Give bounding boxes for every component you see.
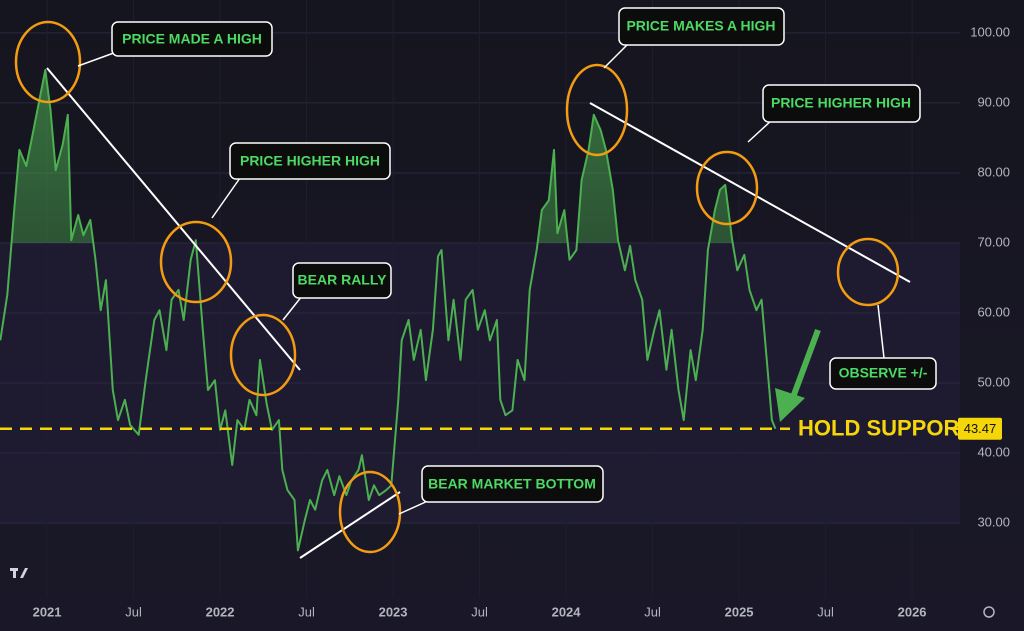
highlight-circle [229, 313, 297, 397]
x-tick-label: 2022 [206, 604, 235, 619]
y-tick-label: 70.00 [977, 234, 1010, 249]
highlight-circle [14, 20, 82, 104]
arrow-shaft [789, 328, 821, 402]
settings-icon[interactable] [983, 606, 995, 618]
highlight-circle [695, 150, 759, 226]
y-tick-label: 90.00 [977, 94, 1010, 109]
pointer [603, 43, 629, 69]
x-tick-label: 2021 [33, 604, 62, 619]
callout-box [229, 142, 391, 180]
callout-box [618, 7, 785, 46]
logo-part [20, 568, 28, 578]
pointer [211, 177, 241, 219]
y-tick-label: 60.00 [977, 304, 1010, 319]
callout-box [292, 262, 392, 299]
x-tick-label: 2025 [725, 604, 754, 619]
pointer [747, 119, 773, 143]
pointer [877, 304, 885, 359]
support-text: HOLD SUPPORT [798, 416, 973, 441]
arrow [775, 328, 821, 422]
callout-text: BEAR MARKET BOTTOM [428, 476, 596, 492]
x-tick-label: Jul [298, 604, 315, 619]
y-tick-label: 30.00 [977, 515, 1010, 530]
trend-line [299, 491, 401, 559]
callout-text: PRICE MAKES A HIGH [626, 18, 775, 34]
logo-part [13, 568, 16, 578]
annotations: PRICE MADE A HIGH PRICE HIGHER HIGH BEAR… [0, 7, 1002, 618]
trend-lines [46, 67, 911, 559]
pointer [398, 499, 431, 515]
highlight-circle [338, 470, 402, 554]
price-label: 43.47 [964, 421, 997, 436]
x-tick-label: 2024 [552, 604, 582, 619]
trend-line [589, 102, 911, 283]
area-fill [11, 70, 733, 243]
pointer [282, 295, 303, 321]
callout-text: PRICE HIGHER HIGH [771, 95, 911, 111]
highlight-circle [565, 63, 629, 157]
x-tick-label: Jul [471, 604, 488, 619]
callout-box [829, 357, 937, 390]
price-label-box [958, 417, 1002, 440]
callout-text: BEAR RALLY [298, 272, 388, 288]
callout-box [762, 84, 921, 123]
highlight-circle [159, 220, 233, 304]
x-tick-label: 2026 [898, 604, 927, 619]
callout-box [421, 465, 604, 503]
y-tick-label: 40.00 [977, 444, 1010, 459]
callout-text: PRICE HIGHER HIGH [240, 153, 380, 169]
arrow-head [775, 388, 805, 422]
y-tick-label: 50.00 [977, 374, 1010, 389]
y-tick-label: 80.00 [977, 164, 1010, 179]
x-tick-label: Jul [644, 604, 661, 619]
logo [10, 568, 995, 618]
x-tick-label: Jul [817, 604, 834, 619]
callout-text: OBSERVE +/- [839, 365, 928, 381]
trend-line [46, 67, 301, 371]
callout-boxes [111, 7, 937, 503]
callout-text: PRICE MADE A HIGH [122, 31, 262, 47]
x-tick-label: 2023 [379, 604, 408, 619]
callout-box [111, 21, 273, 57]
circles [14, 20, 900, 554]
x-tick-label: Jul [125, 604, 142, 619]
y-tick-label: 100.00 [970, 24, 1010, 39]
highlight-circle [836, 237, 900, 307]
